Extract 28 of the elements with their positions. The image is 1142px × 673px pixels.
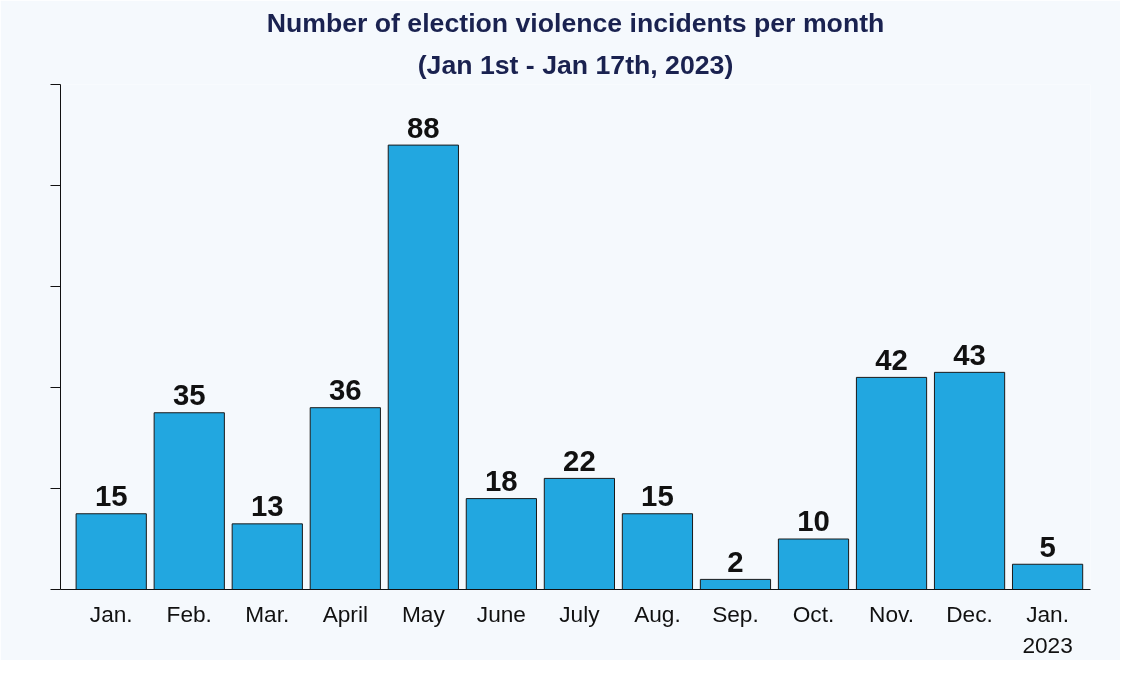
x-tick-label: Oct.	[792, 600, 835, 627]
x-tick-label: Feb.	[166, 600, 212, 627]
data-label: 36	[329, 373, 362, 407]
x-tick-label: Nov.	[869, 600, 914, 627]
x-tick-label: Jan. 2023	[1022, 600, 1073, 658]
data-label: 88	[407, 110, 440, 144]
x-tick-label: Jan.	[89, 600, 133, 627]
x-tick-label: April	[322, 600, 368, 627]
chart-title: Number of election violence incidents per month	[266, 7, 885, 38]
x-tick-label: July	[559, 600, 601, 627]
data-label: 2	[727, 544, 744, 578]
data-label: 15	[641, 479, 674, 513]
x-tick-label: Sep.	[712, 600, 759, 627]
chart-subtitle: (Jan 1st - Jan 17th, 2023)	[417, 49, 734, 80]
data-label: 5	[1039, 529, 1056, 563]
data-label: 13	[250, 489, 284, 523]
x-tick-label: Mar.	[245, 600, 290, 627]
data-label: 18	[485, 464, 518, 498]
data-label: 42	[875, 342, 908, 376]
data-label: 35	[172, 378, 206, 412]
x-tick-label: June	[476, 600, 526, 627]
data-label: 22	[563, 443, 596, 477]
x-tick-label: Aug.	[634, 600, 681, 627]
data-label: 10	[797, 504, 830, 538]
x-tick-label: Dec.	[946, 600, 993, 627]
data-label: 43	[953, 337, 986, 371]
x-tick-label: May	[401, 600, 446, 627]
data-label: 15	[94, 479, 128, 513]
